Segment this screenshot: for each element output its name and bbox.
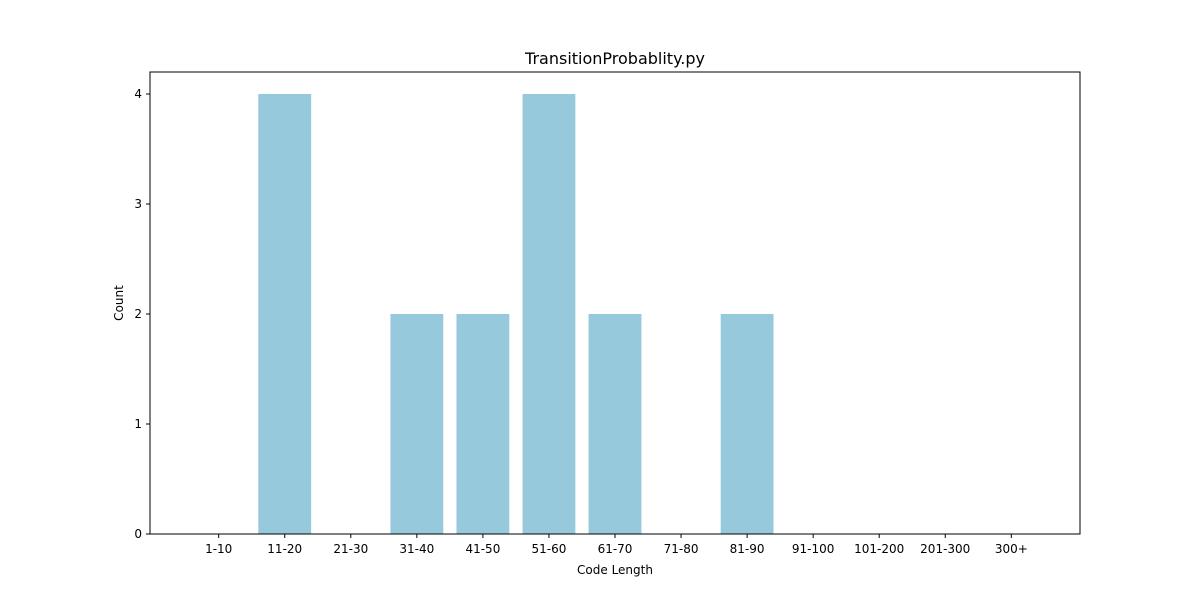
bar-11-20 (258, 94, 311, 534)
x-tick-label: 81-90 (730, 542, 765, 556)
x-tick-label: 31-40 (399, 542, 434, 556)
bar-51-60 (523, 94, 576, 534)
y-tick-label: 2 (134, 307, 142, 321)
x-axis-label: Code Length (577, 563, 653, 577)
y-tick-label: 3 (134, 197, 142, 211)
x-tick-label: 51-60 (532, 542, 567, 556)
x-tick-label: 1-10 (205, 542, 232, 556)
chart-title: TransitionProbablity.py (524, 49, 705, 68)
y-tick-label: 4 (134, 87, 142, 101)
x-tick-label: 300+ (995, 542, 1028, 556)
bar-41-50 (456, 314, 509, 534)
bar-81-90 (721, 314, 774, 534)
x-tick-label: 71-80 (664, 542, 699, 556)
x-tick-label: 41-50 (465, 542, 500, 556)
bar-31-40 (390, 314, 443, 534)
x-tick-label: 101-200 (854, 542, 904, 556)
x-tick-label: 201-300 (920, 542, 970, 556)
x-tick-label: 61-70 (598, 542, 633, 556)
x-tick-label: 91-100 (792, 542, 835, 556)
y-axis-label: Count (112, 285, 126, 321)
bar-61-70 (589, 314, 642, 534)
y-tick-label: 1 (134, 417, 142, 431)
x-tick-label: 11-20 (267, 542, 302, 556)
y-tick-label: 0 (134, 527, 142, 541)
x-tick-label: 21-30 (333, 542, 368, 556)
